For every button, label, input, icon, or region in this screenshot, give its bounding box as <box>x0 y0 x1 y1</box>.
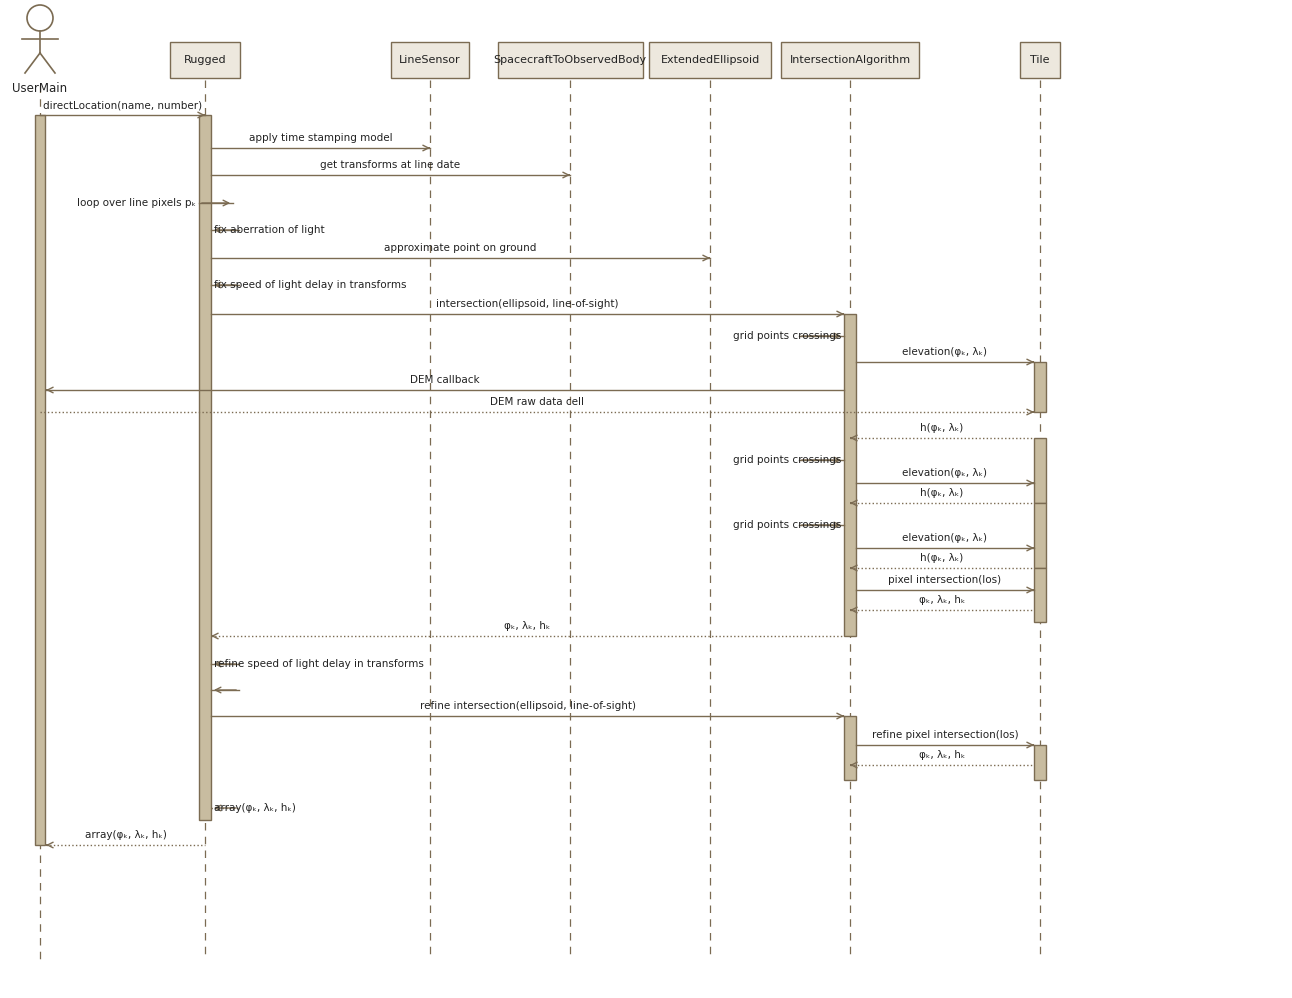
Text: grid points crossings: grid points crossings <box>733 331 841 341</box>
Text: refine speed of light delay in transforms: refine speed of light delay in transform… <box>214 659 424 669</box>
Text: DEM raw data cell: DEM raw data cell <box>490 397 584 407</box>
FancyBboxPatch shape <box>1034 568 1047 622</box>
Text: h(φₖ, λₖ): h(φₖ, λₖ) <box>920 423 964 433</box>
FancyBboxPatch shape <box>171 42 240 78</box>
Text: grid points crossings: grid points crossings <box>733 455 841 465</box>
FancyBboxPatch shape <box>199 115 211 820</box>
Text: ExtendedEllipsoid: ExtendedEllipsoid <box>660 55 760 65</box>
Text: get transforms at line date: get transforms at line date <box>320 160 460 170</box>
FancyBboxPatch shape <box>497 42 642 78</box>
Text: apply time stamping model: apply time stamping model <box>248 133 393 143</box>
Text: UserMain: UserMain <box>13 82 67 95</box>
Text: array(φₖ, λₖ, hₖ): array(φₖ, λₖ, hₖ) <box>84 830 167 840</box>
Text: h(φₖ, λₖ): h(φₖ, λₖ) <box>920 488 964 498</box>
Text: DEM callback: DEM callback <box>410 375 479 385</box>
Text: φₖ, λₖ, hₖ: φₖ, λₖ, hₖ <box>504 621 550 631</box>
Text: fix speed of light delay in transforms: fix speed of light delay in transforms <box>214 280 407 290</box>
Text: Tile: Tile <box>1030 55 1049 65</box>
FancyBboxPatch shape <box>35 115 45 845</box>
Text: approximate point on ground: approximate point on ground <box>384 243 536 253</box>
Text: intersection(ellipsoid, line-of-sight): intersection(ellipsoid, line-of-sight) <box>437 299 619 309</box>
Text: array(φₖ, λₖ, hₖ): array(φₖ, λₖ, hₖ) <box>214 803 296 813</box>
FancyBboxPatch shape <box>1034 503 1047 568</box>
FancyBboxPatch shape <box>649 42 771 78</box>
FancyBboxPatch shape <box>1034 745 1047 780</box>
Text: loop over line pixels pₖ: loop over line pixels pₖ <box>78 198 196 208</box>
Text: directLocation(name, number): directLocation(name, number) <box>43 100 202 110</box>
Text: refine pixel intersection(los): refine pixel intersection(los) <box>872 730 1018 740</box>
Text: h(φₖ, λₖ): h(φₖ, λₖ) <box>920 553 964 563</box>
Text: pixel intersection(los): pixel intersection(los) <box>889 575 1001 585</box>
Text: Rugged: Rugged <box>183 55 226 65</box>
Text: elevation(φₖ, λₖ): elevation(φₖ, λₖ) <box>903 533 987 543</box>
FancyBboxPatch shape <box>844 716 857 780</box>
FancyBboxPatch shape <box>1019 42 1059 78</box>
Text: SpacecraftToObservedBody: SpacecraftToObservedBody <box>494 55 646 65</box>
FancyBboxPatch shape <box>780 42 919 78</box>
Text: φₖ, λₖ, hₖ: φₖ, λₖ, hₖ <box>919 595 965 605</box>
Text: LineSensor: LineSensor <box>399 55 461 65</box>
Text: elevation(φₖ, λₖ): elevation(φₖ, λₖ) <box>903 468 987 478</box>
FancyBboxPatch shape <box>844 314 857 636</box>
FancyBboxPatch shape <box>1034 362 1047 412</box>
FancyBboxPatch shape <box>1034 438 1047 503</box>
Text: φₖ, λₖ, hₖ: φₖ, λₖ, hₖ <box>919 750 965 760</box>
Text: elevation(φₖ, λₖ): elevation(φₖ, λₖ) <box>903 347 987 357</box>
Text: IntersectionAlgorithm: IntersectionAlgorithm <box>789 55 911 65</box>
Text: grid points crossings: grid points crossings <box>733 520 841 530</box>
Text: refine intersection(ellipsoid, line-of-sight): refine intersection(ellipsoid, line-of-s… <box>420 701 636 711</box>
Text: fix aberration of light: fix aberration of light <box>214 225 324 235</box>
FancyBboxPatch shape <box>391 42 469 78</box>
